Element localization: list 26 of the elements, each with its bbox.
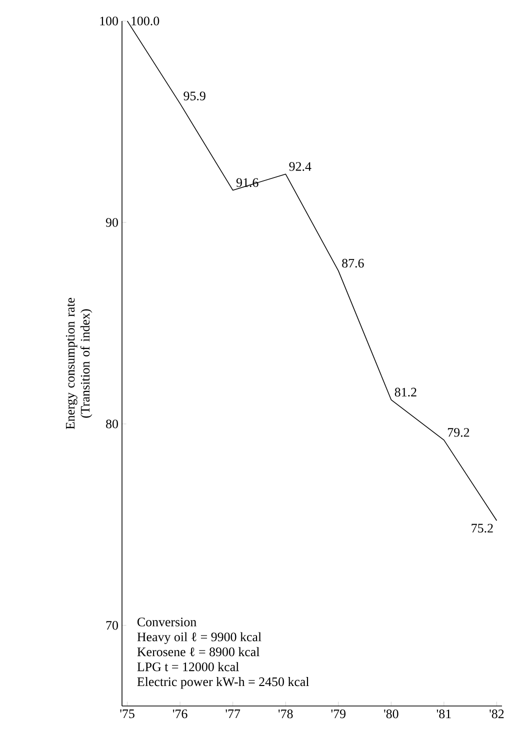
data-label: 100.0: [132, 16, 160, 26]
data-label: 92.4: [289, 162, 312, 171]
data-label: 95.9: [184, 92, 206, 100]
x-tick-label: '75: [120, 710, 134, 718]
annotation: Heavy oil ℓ = 9900 kcal: [137, 632, 262, 644]
annotation: Electric power kW-h = 2450 kcal: [137, 677, 310, 689]
data-label: 81.2: [394, 388, 416, 397]
x-tick-label: '79: [331, 710, 346, 718]
annotation: LPG t = 12000 kcal: [137, 662, 239, 672]
x-tick-label: '77: [226, 710, 240, 718]
x-tick-label: '81: [436, 710, 451, 718]
data-label: 91.6: [236, 178, 258, 188]
y-axis-title: Energy consumption rate (Transition of index): [66, 298, 92, 430]
data-label: 79.2: [448, 428, 470, 437]
data-label: 87.6: [342, 258, 364, 268]
y-tick-label: 70: [106, 621, 118, 630]
x-tick-label: '78: [278, 710, 293, 718]
y-tick-label: 100: [100, 16, 118, 26]
y-tick-label: 90: [106, 218, 118, 227]
x-tick-label: '76: [172, 710, 188, 718]
data-label: 75.2: [472, 524, 493, 533]
x-tick-label: '80: [384, 710, 398, 718]
x-tick-label: '82: [490, 710, 504, 718]
y-tick-label: 80: [106, 420, 118, 428]
annotation: Conversion: [137, 618, 196, 626]
annotation: Kerosene ℓ = 8900 kcal: [137, 647, 260, 656]
